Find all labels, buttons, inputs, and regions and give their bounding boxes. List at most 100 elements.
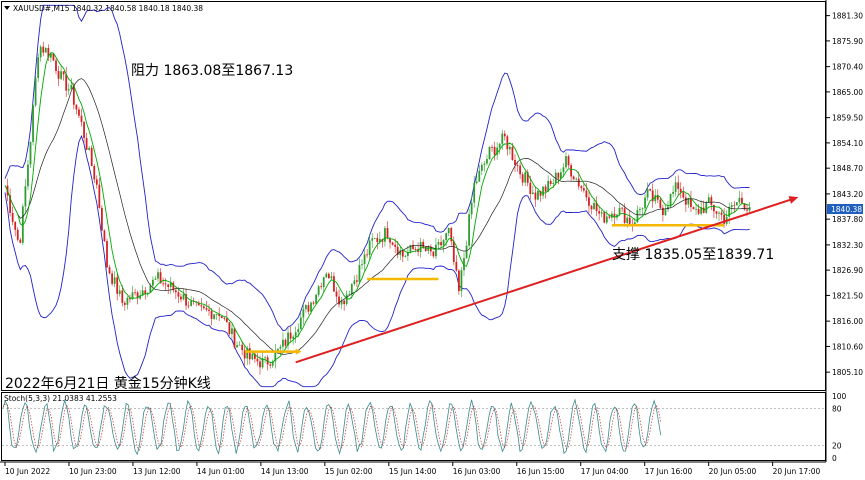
candle-body xyxy=(169,282,172,287)
x-tick-label: 10 Jun 23:00 xyxy=(69,467,117,476)
candle-body xyxy=(88,147,91,150)
candle-body xyxy=(429,246,432,252)
x-tick-label: 17 Jun 16:00 xyxy=(645,467,693,476)
candle-body xyxy=(458,270,460,292)
candle-body xyxy=(335,291,338,297)
candle-body xyxy=(123,302,126,305)
candle-body xyxy=(19,239,22,243)
candle-body xyxy=(44,47,47,53)
candle-body xyxy=(730,205,733,208)
candle-body xyxy=(373,237,376,239)
candle-body xyxy=(223,318,226,319)
candle-body xyxy=(11,212,14,222)
y-tick-label: 1843.20 xyxy=(832,190,863,199)
candle-body xyxy=(646,189,649,198)
candle-body xyxy=(116,277,119,294)
y-tick-label: 1859.50 xyxy=(832,114,863,123)
candle-body xyxy=(261,358,264,368)
candle-body xyxy=(29,141,32,165)
candle-body xyxy=(363,254,366,265)
candle-body xyxy=(241,344,244,351)
candle-body xyxy=(174,290,177,293)
candle-body xyxy=(498,143,501,148)
candle-body xyxy=(618,207,621,215)
candle-body xyxy=(605,216,608,223)
candle-body xyxy=(200,305,203,307)
candle-body xyxy=(437,242,440,245)
candle-body xyxy=(16,229,19,240)
candle-body xyxy=(582,188,585,191)
x-tick-label: 15 Jun 02:00 xyxy=(325,467,373,476)
price-tag-text: 1840.38 xyxy=(831,205,862,214)
candle-body xyxy=(519,165,521,175)
candle-body xyxy=(327,273,330,279)
candle-body xyxy=(269,364,272,366)
candle-body xyxy=(414,248,417,250)
candle-body xyxy=(715,211,718,214)
y-tick-label: 1816.00 xyxy=(832,317,863,326)
candle-body xyxy=(687,197,690,205)
candle-body xyxy=(690,197,692,208)
candle-body xyxy=(312,302,315,304)
candle-body xyxy=(460,270,463,292)
candle-body xyxy=(585,190,588,198)
lower-band xyxy=(4,134,750,388)
candle-body xyxy=(516,165,519,166)
candle-body xyxy=(274,350,277,362)
candle-body xyxy=(144,290,147,294)
candle-body xyxy=(185,294,187,306)
candle-body xyxy=(639,208,641,211)
candle-body xyxy=(305,305,307,310)
candle-body xyxy=(728,207,731,217)
candle-body xyxy=(325,273,328,278)
candle-body xyxy=(215,313,218,315)
candle-body xyxy=(401,250,404,257)
candle-body xyxy=(231,328,233,335)
candle-body xyxy=(50,53,52,58)
candle-body xyxy=(679,188,682,193)
candle-body xyxy=(549,180,552,184)
dropdown-triangle-icon[interactable] xyxy=(4,6,10,10)
candle-body xyxy=(562,167,565,173)
candle-body xyxy=(220,316,223,319)
candle-body xyxy=(677,182,680,189)
candle-body xyxy=(159,272,162,284)
candle-body xyxy=(580,186,583,189)
candle-body xyxy=(378,239,381,242)
candle-body xyxy=(27,164,29,187)
candle-body xyxy=(470,202,473,215)
candle-body xyxy=(121,290,124,303)
y-tick-label: 1832.30 xyxy=(832,241,863,250)
candle-body xyxy=(600,212,603,214)
stoch-label: Stoch(5,3,3) 21.0383 41.2553 xyxy=(4,394,117,403)
symbol-header-text: XAUUSD#,M15 1840.32 1840.58 1840.18 1840… xyxy=(13,4,203,13)
candle-body xyxy=(649,189,652,191)
candle-body xyxy=(452,241,455,262)
candle-body xyxy=(14,221,17,230)
candle-body xyxy=(282,339,284,347)
candle-body xyxy=(37,57,40,78)
candle-body xyxy=(72,85,75,105)
candle-body xyxy=(440,242,442,246)
candle-body xyxy=(396,246,399,255)
candle-body xyxy=(705,202,708,213)
candle-body xyxy=(412,244,414,249)
candle-body xyxy=(348,294,351,296)
candle-body xyxy=(455,261,458,271)
candle-body xyxy=(544,186,547,192)
candle-body xyxy=(136,292,139,299)
candle-body xyxy=(669,193,672,207)
candle-body xyxy=(511,146,514,161)
candle-body xyxy=(83,122,85,139)
candle-body xyxy=(264,357,266,359)
candle-body xyxy=(557,172,560,179)
candle-body xyxy=(307,305,310,312)
candle-body xyxy=(644,197,646,209)
candle-body xyxy=(692,207,695,210)
candle-body xyxy=(707,197,710,203)
candle-body xyxy=(340,300,343,305)
candle-body xyxy=(111,273,113,284)
candle-body xyxy=(432,251,435,257)
candle-body xyxy=(526,172,529,183)
